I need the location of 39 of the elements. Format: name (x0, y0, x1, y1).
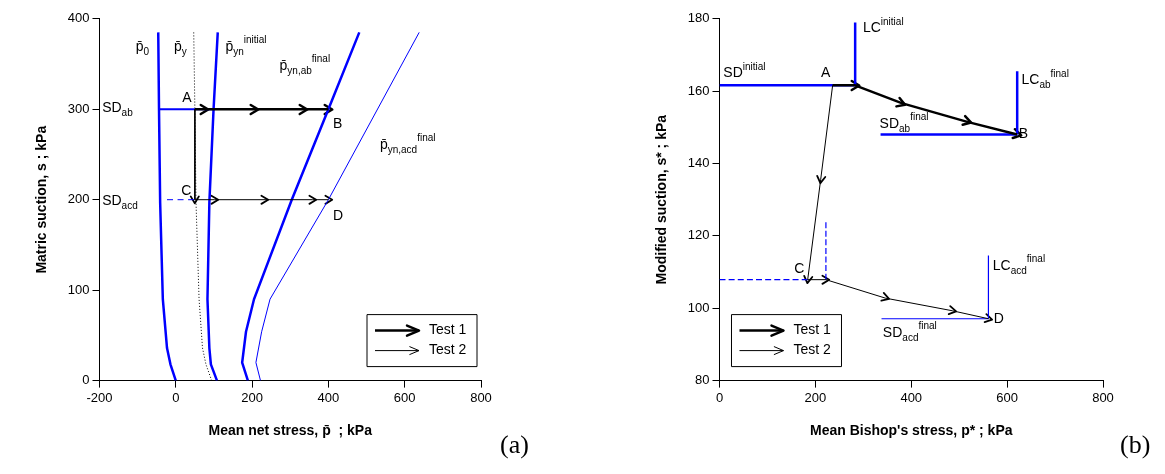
annotation: D (332, 207, 344, 224)
x-tick-label: 400 (900, 389, 923, 405)
y-tick-label: 160 (687, 82, 710, 98)
y-tick-label: 100 (67, 281, 90, 297)
y-tick-label: 80 (695, 372, 710, 388)
annotation: C (181, 181, 192, 198)
annotation: A (182, 89, 193, 106)
x-tick-label: 800 (1092, 389, 1114, 405)
y-tick-label: 180 (687, 10, 710, 26)
x-tick-label: 200 (804, 389, 827, 405)
x-tick-label: 400 (317, 389, 340, 405)
x-tick-label: 600 (393, 389, 416, 405)
x-axis-title: Mean Bishop's stress, p* ; kPa (809, 422, 1013, 439)
legend-label: Test 1 (793, 321, 832, 338)
annotation: B (332, 114, 343, 131)
y-axis-title: Matric suction, s ; kPa (33, 125, 50, 274)
y-tick-label: 0 (82, 372, 90, 388)
annotation: D (993, 310, 1004, 327)
y-tick-label: 200 (67, 191, 90, 207)
x-tick-label: 0 (172, 389, 180, 405)
text: (b) (1120, 430, 1151, 460)
annotation: C (794, 260, 805, 277)
x-axis-title: Mean net stress, p̄ ; kPa (208, 422, 373, 439)
legend-label: Test 1 (429, 321, 467, 338)
legend-label: Test 2 (429, 341, 467, 358)
legend-label: Test 2 (793, 341, 832, 358)
x-tick-label: 600 (996, 389, 1018, 405)
x-tick-label: 800 (470, 389, 492, 405)
y-axis-title: Modified suction, s* ; kPa (653, 114, 670, 285)
x-tick-label: 200 (241, 389, 263, 405)
text: (a) (500, 430, 529, 460)
y-tick-label: 400 (67, 10, 90, 26)
x-tick-label: -200 (86, 389, 113, 405)
y-tick-label: 140 (687, 155, 710, 171)
y-tick-label: 300 (67, 100, 90, 116)
x-tick-label: 0 (715, 389, 724, 405)
y-tick-label: 120 (687, 227, 710, 243)
y-tick-label: 100 (687, 299, 710, 315)
annotation: A (821, 64, 832, 81)
